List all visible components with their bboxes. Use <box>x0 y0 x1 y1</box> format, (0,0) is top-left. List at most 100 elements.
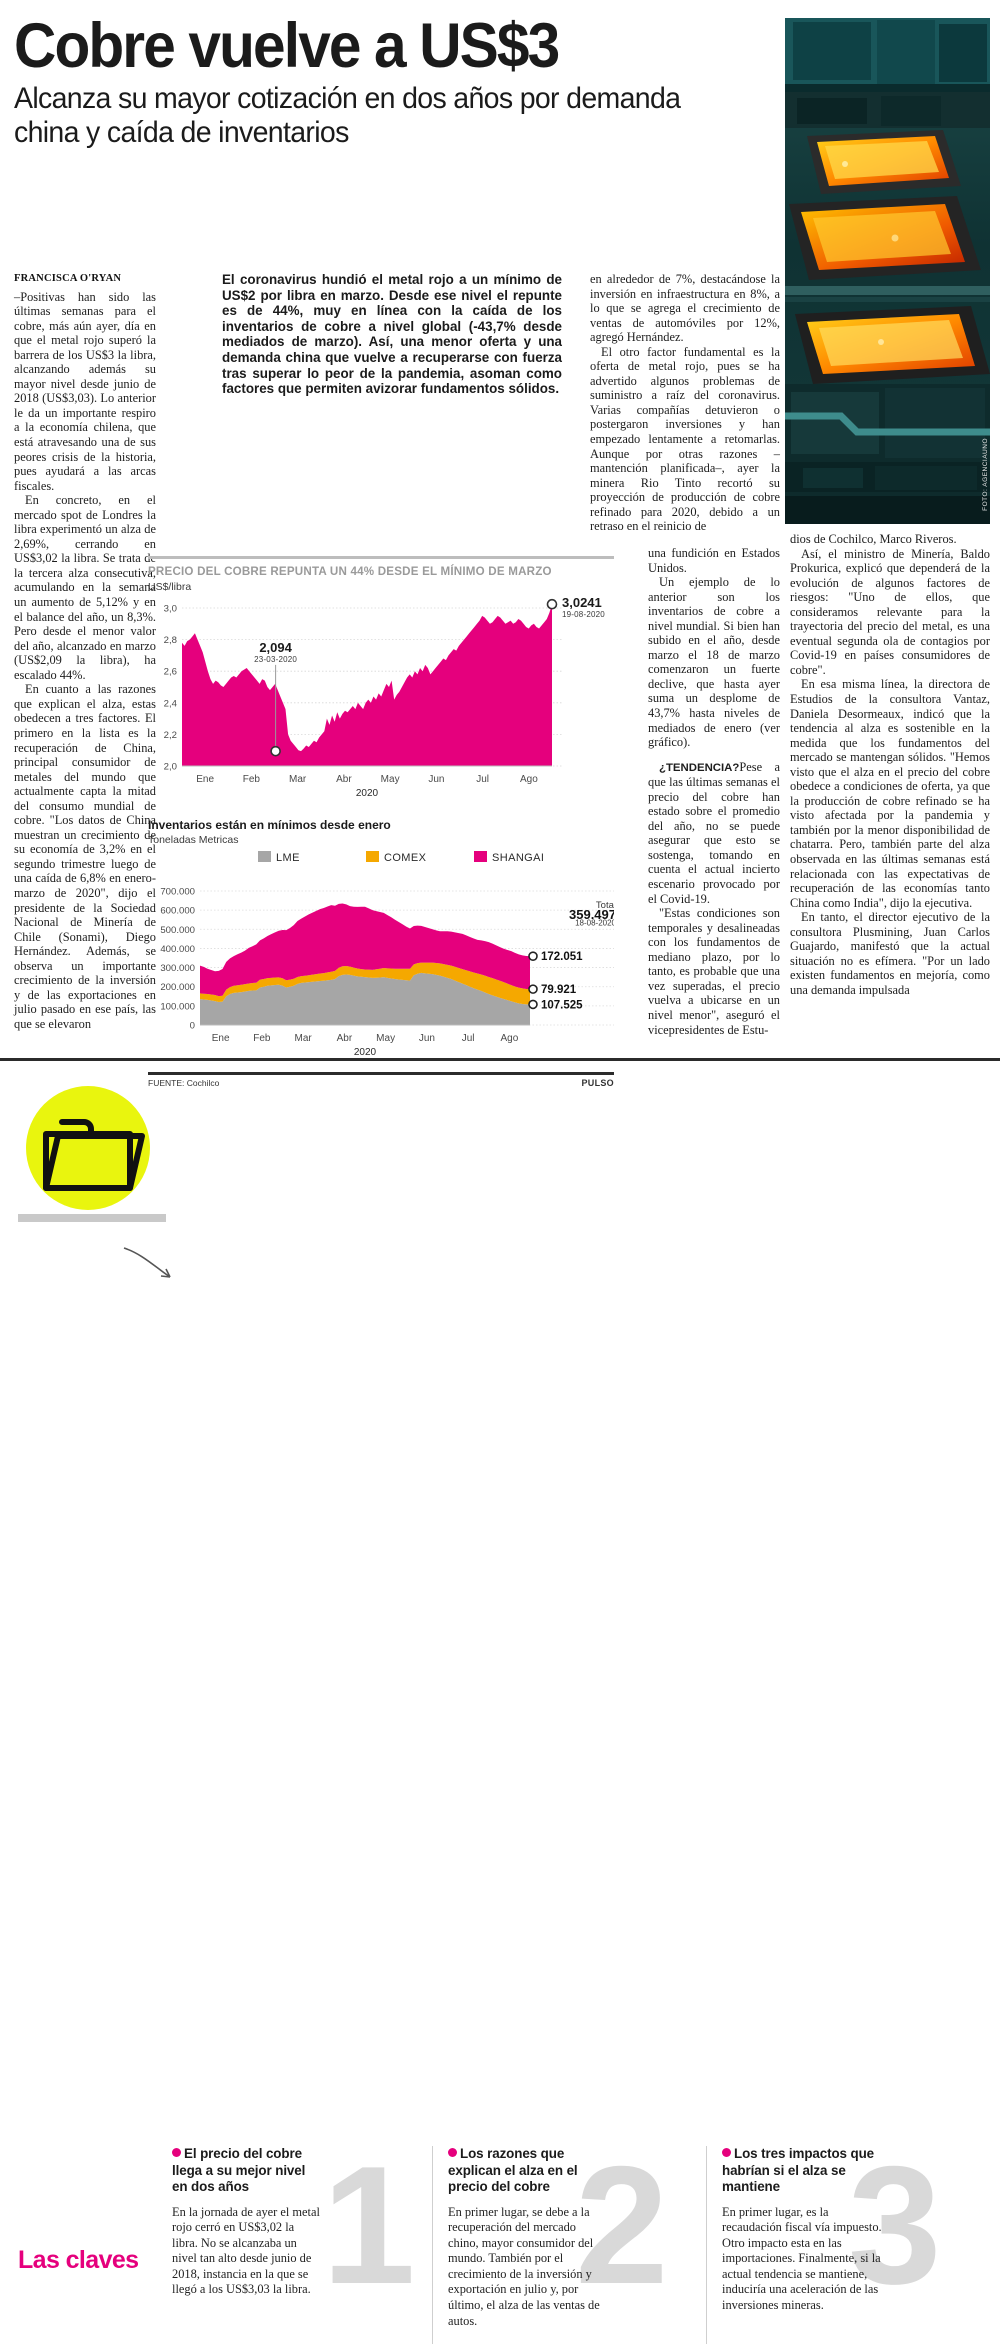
tendencia-label: ¿TENDENCIA? <box>659 761 740 774</box>
svg-text:200.000: 200.000 <box>160 982 195 993</box>
svg-text:Abr: Abr <box>337 1033 353 1044</box>
folder-icon <box>43 1119 145 1191</box>
brand-label: PULSO <box>581 1078 614 1088</box>
lead-quote: El coronavirus hundió el metal rojo a un… <box>222 272 562 397</box>
chart-1-area: 2,0 2,2 2,4 2,6 2,8 3,0 Ene Feb Mar Abr May Jun Jul A… <box>148 594 614 814</box>
svg-text:3,0: 3,0 <box>164 604 177 615</box>
infographic-block: PRECIO DEL COBRE REPUNTA UN 44% DESDE EL… <box>148 556 617 1088</box>
svg-text:2,0: 2,0 <box>164 762 177 773</box>
svg-text:100.000: 100.000 <box>160 1001 195 1012</box>
svg-text:Ene: Ene <box>212 1033 230 1044</box>
key-title-text: El precio del cobre llega a su mejor niv… <box>172 2146 306 2194</box>
bullet-dot-icon <box>722 2148 731 2157</box>
key-title-text: Los razones que explican el alza en el p… <box>448 2146 578 2194</box>
keys-badge <box>18 1086 166 1234</box>
svg-text:LME: LME <box>276 852 300 864</box>
paragraph: dios de Cochilco, Marco Riveros. <box>790 532 957 546</box>
svg-text:500.000: 500.000 <box>160 925 195 936</box>
grey-bar <box>18 1214 166 1222</box>
svg-text:May: May <box>381 774 400 785</box>
svg-text:79.921: 79.921 <box>541 984 577 996</box>
key-divider-2 <box>706 2146 707 2344</box>
copper-price-chart: 2,0 2,2 2,4 2,6 2,8 3,0 Ene Feb Mar Abr May Jun Jul A… <box>164 595 605 799</box>
key-body: En primer lugar, es la recaudación fisca… <box>722 2204 882 2313</box>
keys-section: Las claves El precio del cobre llega a s… <box>0 1058 1000 2344</box>
chart-2-area: LME COMEX SHANGAI 0 100.000 200.000 300.000 400… <box>148 847 617 1068</box>
keys-divider <box>0 1058 1000 1061</box>
svg-text:Total: Total <box>596 900 614 911</box>
bullet-dot-icon <box>172 2148 181 2157</box>
source-label: FUENTE: Cochilco <box>148 1078 220 1088</box>
svg-text:400.000: 400.000 <box>160 944 195 955</box>
paragraph: –Positivas han sido las últimas semanas … <box>14 289 156 493</box>
svg-text:Mar: Mar <box>295 1033 313 1044</box>
chart-1-ylabel: US$/libra <box>148 581 192 593</box>
svg-text:2,4: 2,4 <box>164 698 178 709</box>
key-body: En primer lugar, se debe a la recuperaci… <box>448 2204 600 2328</box>
key-title: El precio del cobre llega a su mejor niv… <box>172 2146 322 2196</box>
body-column-1: FRANCISCA O'RYAN –Positivas han sido las… <box>14 272 156 1031</box>
svg-text:Ene: Ene <box>196 774 214 785</box>
svg-text:3,0241: 3,0241 <box>562 595 602 610</box>
svg-text:2,6: 2,6 <box>164 667 177 678</box>
headline-block: Cobre vuelve a US$3 Alcanza su mayor cot… <box>14 11 774 150</box>
svg-text:2,2: 2,2 <box>164 730 177 741</box>
paragraph: En tanto, el director ejecutivo de la co… <box>790 910 990 997</box>
svg-text:300.000: 300.000 <box>160 963 195 974</box>
paragraph: una fundición en Estados Unidos. <box>648 546 780 575</box>
body-column-2-top: en alrededor de 7%, destacándose la inve… <box>590 272 780 534</box>
curved-arrow-icon <box>123 1247 171 1278</box>
divider-top <box>148 556 614 559</box>
svg-text:2020: 2020 <box>356 788 379 799</box>
bullet-dot-icon <box>448 2148 457 2157</box>
svg-text:23-03-2020: 23-03-2020 <box>254 655 297 664</box>
source-row: FUENTE: Cochilco PULSO <box>148 1078 614 1088</box>
key-divider-1 <box>432 2146 433 2344</box>
paragraph: Un ejemplo de lo anterior son los invent… <box>648 575 780 750</box>
paragraph: "Estas condiciones son temporales y desa… <box>648 906 780 1037</box>
article-photo: FOTO: AGENCIAUNO <box>785 18 990 524</box>
svg-text:2,094: 2,094 <box>259 640 292 655</box>
svg-text:172.051: 172.051 <box>541 951 583 963</box>
svg-text:2020: 2020 <box>354 1047 377 1058</box>
svg-text:107.525: 107.525 <box>541 999 583 1011</box>
paragraph: En esa misma línea, la directora de Estu… <box>790 677 990 910</box>
key-number-1: 1 <box>322 2131 416 2319</box>
photo-image <box>785 18 990 524</box>
paragraph: en alrededor de 7%, destacándose la inve… <box>590 272 780 345</box>
photo-credit: FOTO: AGENCIAUNO <box>982 438 989 511</box>
keys-section-label: Las claves <box>18 2246 139 2274</box>
paragraph: En concreto, en el mercado spot de Londr… <box>14 493 156 682</box>
svg-text:Feb: Feb <box>243 774 261 785</box>
inventories-chart: LME COMEX SHANGAI 0 100.000 200.000 300.000 400… <box>160 851 617 1058</box>
paragraph-tendencia: ¿TENDENCIA?Pese a que las últimas semana… <box>648 760 780 906</box>
svg-text:SHANGAI: SHANGAI <box>492 852 544 864</box>
paragraph: El otro factor fundamental es la oferta … <box>590 344 780 534</box>
key-body: En la jornada de ayer el metal rojo cerr… <box>172 2204 320 2297</box>
divider-bottom <box>148 1072 614 1075</box>
svg-text:2,8: 2,8 <box>164 635 177 646</box>
body-column-2-bottom: una fundición en Estados Unidos. Un ejem… <box>648 546 780 1037</box>
key-item-1: El precio del cobre llega a su mejor niv… <box>172 2146 322 2298</box>
svg-text:19-08-2020: 19-08-2020 <box>562 610 605 619</box>
body-column-3: dios de Cochilco, Marco Riveros. Así, el… <box>790 532 990 998</box>
svg-text:COMEX: COMEX <box>384 852 427 864</box>
chart-2-ylabel: Toneladas Metricas <box>148 834 239 846</box>
svg-text:Ago: Ago <box>500 1033 518 1044</box>
svg-text:Feb: Feb <box>253 1033 271 1044</box>
byline: FRANCISCA O'RYAN <box>14 273 122 284</box>
svg-text:0: 0 <box>190 1021 195 1032</box>
svg-text:Jul: Jul <box>476 774 489 785</box>
svg-text:Jun: Jun <box>419 1033 435 1044</box>
paragraph: En cuanto a las razones que explican el … <box>14 682 156 1031</box>
svg-text:Ago: Ago <box>520 774 538 785</box>
chart-2-title: Inventarios están en mínimos desde enero <box>148 818 391 832</box>
svg-text:359.497: 359.497 <box>569 907 614 922</box>
svg-text:Mar: Mar <box>289 774 307 785</box>
paragraph: Así, el ministro de Minería, Baldo Proku… <box>790 546 990 677</box>
svg-text:Jun: Jun <box>428 774 444 785</box>
svg-text:May: May <box>376 1033 395 1044</box>
svg-text:Abr: Abr <box>336 774 352 785</box>
paragraph-text: Pese a que las últimas semanas el precio… <box>648 759 780 906</box>
page-title: Cobre vuelve a US$3 <box>14 11 560 81</box>
